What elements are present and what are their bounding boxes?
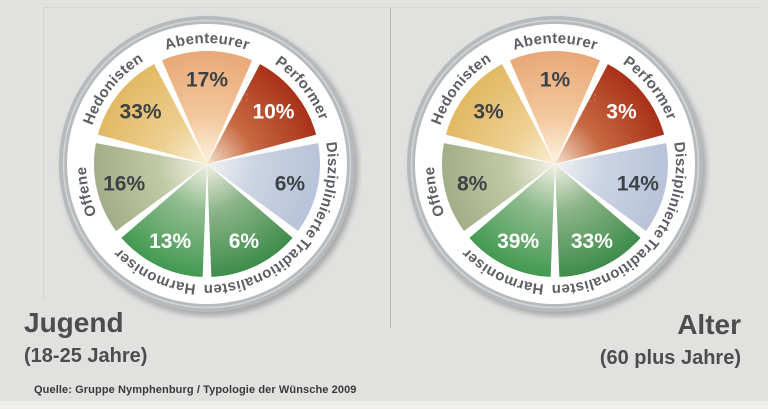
wheel-segment <box>469 164 555 277</box>
subtitle-text: (18-25 Jahre) <box>24 345 148 367</box>
wheel-segment <box>207 164 293 277</box>
wheel-segment <box>555 164 641 277</box>
wheel-segment <box>97 64 207 164</box>
title-text: Jugend <box>24 307 124 338</box>
ring-highlight <box>62 19 352 309</box>
wheel-segment <box>509 50 601 164</box>
segment-value: 6% <box>275 172 306 195</box>
dashed-artifact <box>180 56 248 102</box>
panel-top-border <box>43 7 760 8</box>
wheel-chart-alter: 1%Abenteurer3%Performer14%Disziplinierte… <box>407 16 703 312</box>
wheel-segment <box>445 64 555 164</box>
bottom-strip <box>0 401 768 409</box>
wheel-segment <box>93 143 207 231</box>
wheel-segment <box>121 164 207 277</box>
wheel-segment <box>207 143 321 231</box>
segment-value: 6% <box>229 230 260 253</box>
segment-value: 13% <box>149 230 191 253</box>
segment-value: 10% <box>252 101 294 124</box>
wheel-segment <box>555 143 669 231</box>
segment-value: 39% <box>497 230 539 253</box>
segment-value: 16% <box>103 172 145 195</box>
dashed-artifact <box>528 56 596 102</box>
segment-value: 8% <box>457 172 488 195</box>
segment-value: 3% <box>606 101 637 124</box>
wheel-segment <box>207 64 317 164</box>
segment-value: 33% <box>571 230 613 253</box>
segment-value: 17% <box>186 69 228 92</box>
panel-left-border <box>43 7 44 299</box>
segment-value: 1% <box>540 69 571 92</box>
wheel-chart-jugend: 17%Abenteurer10%Performer6%Diszipliniert… <box>59 16 355 312</box>
subtitle-text: (60 plus Jahre) <box>599 347 741 369</box>
segment-value: 33% <box>120 101 162 124</box>
wheel-segment <box>441 143 555 231</box>
chart-title-jugend: Jugend (18-25 Jahre) <box>24 307 148 367</box>
panel-divider <box>390 8 391 328</box>
wheel-segment <box>161 50 253 164</box>
chart-title-alter: Alter (60 plus Jahre) <box>599 309 741 369</box>
segment-value: 3% <box>473 101 504 124</box>
wheel-segment <box>555 64 665 164</box>
title-text: Alter <box>677 309 741 340</box>
segment-value: 14% <box>617 172 659 195</box>
source-note: Quelle: Gruppe Nymphenburg / Typologie d… <box>34 384 357 396</box>
ring-highlight <box>410 19 700 309</box>
